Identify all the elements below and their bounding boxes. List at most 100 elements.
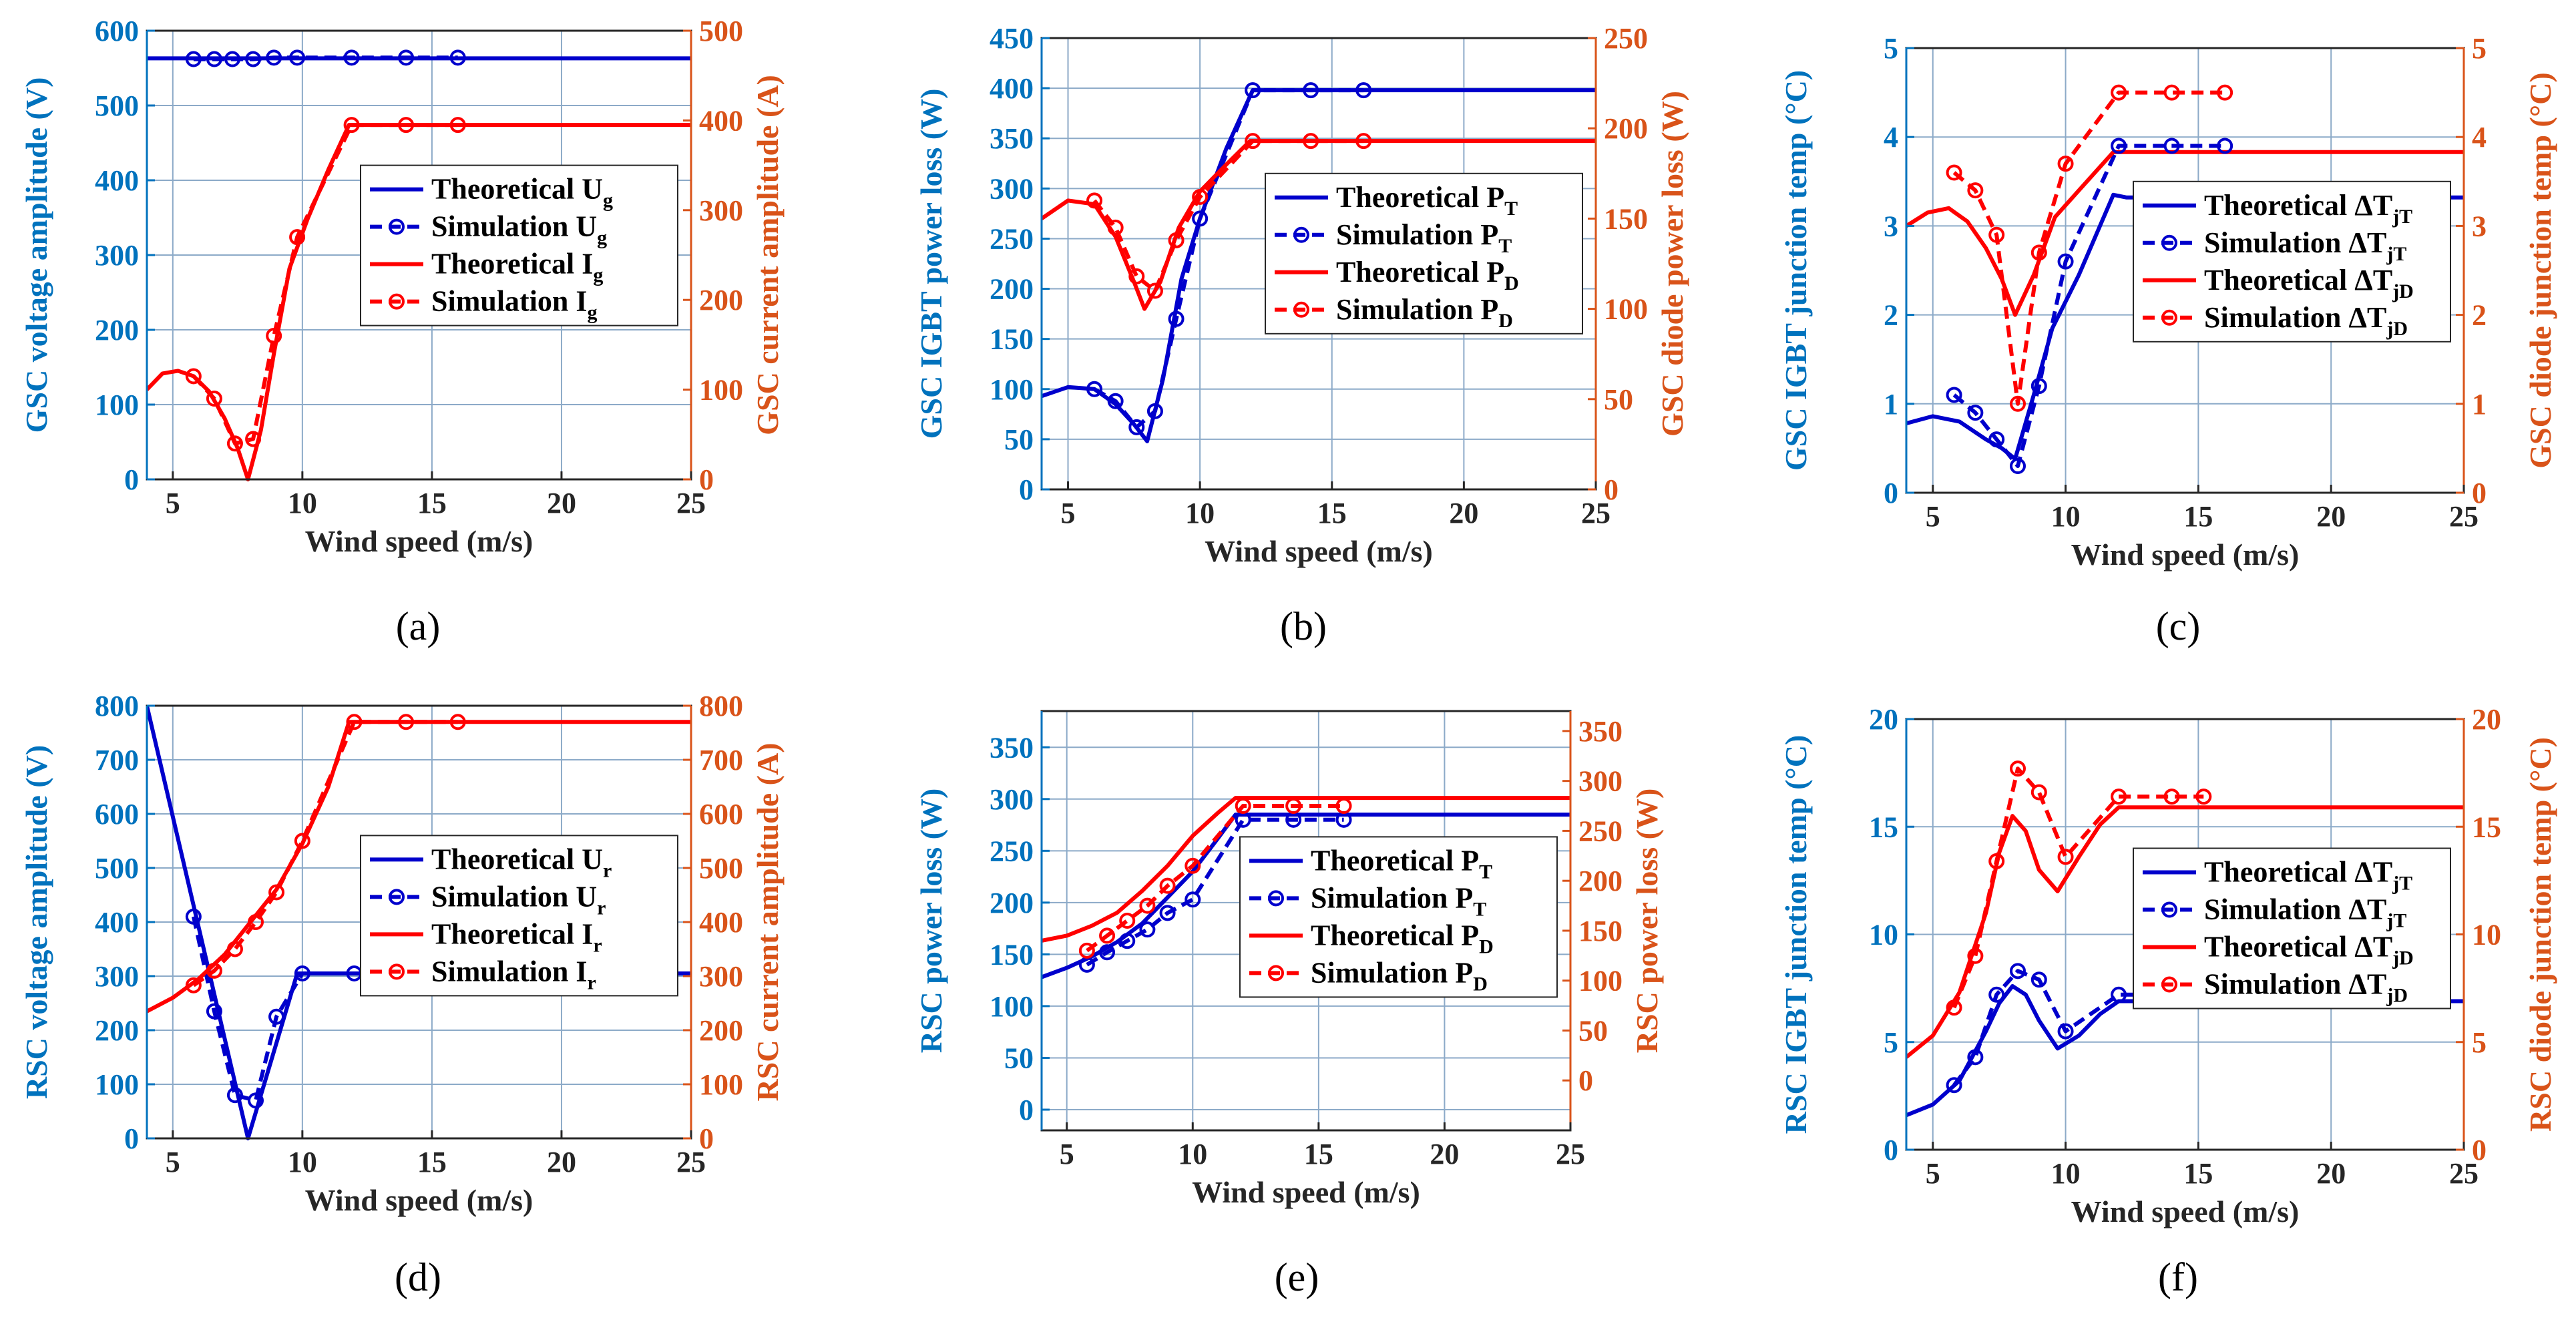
- y-right-tick-label: 0: [699, 1122, 714, 1155]
- data-point: [2057, 849, 2074, 865]
- legend-marker: [389, 963, 405, 980]
- y-left-tick-label: 450: [990, 22, 1034, 55]
- data-point: [268, 884, 285, 901]
- x-axis-label: Wind speed (m/s): [1192, 1175, 1420, 1209]
- data-point: [2111, 138, 2127, 154]
- data-point: [2111, 789, 2127, 805]
- y-right-tick-label: 700: [699, 744, 743, 776]
- legend-entry: Simulation PT: [1311, 881, 1486, 920]
- x-tick-label: 5: [166, 1146, 180, 1178]
- data-point: [2030, 378, 2047, 395]
- data-point: [398, 714, 415, 730]
- data-point: [1146, 282, 1163, 299]
- data-point: [343, 49, 360, 66]
- y-left-tick-label: 800: [95, 690, 139, 722]
- data-point: [1168, 310, 1185, 327]
- y-left-tick-label: 0: [124, 463, 139, 496]
- legend-entry: Simulation PT: [1336, 218, 1512, 257]
- y-right-tick-label: 400: [699, 906, 743, 939]
- y-right-tick-label: 5: [2472, 1026, 2487, 1059]
- x-tick-label: 10: [2051, 1157, 2081, 1190]
- data-point: [226, 941, 243, 957]
- chart-panel-5: 5 10 15 20 250501001502002503003500501001502…: [914, 710, 1664, 1299]
- y-left-tick-label: 4: [1884, 121, 1898, 154]
- y-right-tick-label: 0: [699, 463, 714, 496]
- y-right-tick-label: 10: [2472, 919, 2501, 951]
- data-point: [1146, 403, 1163, 419]
- data-point: [1946, 999, 1962, 1016]
- y-left-axis-label: GSC IGBT power loss (W): [914, 89, 948, 439]
- x-axis-label: Wind speed (m/s): [2071, 1194, 2300, 1229]
- y-right-tick-label: 200: [699, 284, 743, 316]
- x-tick-label: 10: [1178, 1138, 1207, 1170]
- legend-marker: [1293, 301, 1309, 318]
- data-point: [1078, 942, 1095, 959]
- data-point: [1107, 219, 1124, 236]
- legend-entry: Theoretical PT: [1336, 181, 1518, 220]
- series-line-theoretical-r: [147, 720, 691, 1014]
- y-left-axis-label: RSC power loss (W): [914, 789, 948, 1054]
- legend-entry: Theoretical Ug: [431, 173, 613, 212]
- data-point: [1988, 853, 2005, 869]
- y-left-tick-label: 600: [95, 798, 139, 831]
- data-point: [2010, 760, 2026, 777]
- x-axis-label: Wind speed (m/s): [305, 524, 533, 558]
- data-point: [289, 229, 306, 246]
- x-axis-label: Wind speed (m/s): [305, 1183, 533, 1217]
- x-tick-label: 5: [1926, 500, 1940, 533]
- x-tick-label: 15: [2183, 500, 2213, 533]
- data-point: [2030, 244, 2047, 261]
- data-point: [2057, 253, 2074, 270]
- data-point: [1235, 798, 1251, 815]
- y-left-tick-label: 300: [95, 239, 139, 272]
- data-point: [2217, 138, 2233, 154]
- data-point: [449, 117, 466, 134]
- y-right-axis-label: GSC diode power loss (W): [1655, 91, 1689, 437]
- legend-entry: Simulation ΔTjT: [2204, 226, 2406, 265]
- data-point: [1245, 133, 1261, 150]
- data-point: [2010, 458, 2026, 475]
- data-point: [2195, 789, 2212, 805]
- y-right-tick-label: 800: [699, 690, 743, 722]
- x-tick-label: 10: [288, 487, 317, 519]
- y-right-tick-label: 5: [2472, 32, 2487, 65]
- y-right-axis-label: GSC diode junction temp (°C): [2523, 72, 2557, 468]
- y-left-tick-label: 300: [95, 960, 139, 993]
- y-right-tick-label: 250: [1604, 22, 1648, 55]
- series-line-simulation-D: [1086, 804, 1344, 953]
- y-left-tick-label: 300: [990, 172, 1034, 205]
- y-right-tick-label: 350: [1578, 715, 1623, 748]
- y-left-tick-label: 100: [990, 373, 1034, 406]
- x-axis-label: Wind speed (m/s): [2071, 537, 2300, 572]
- data-point: [449, 49, 466, 66]
- legend-marker: [1268, 890, 1284, 907]
- y-left-tick-label: 350: [990, 731, 1034, 764]
- y-left-tick-label: 20: [1869, 703, 1898, 736]
- legend-entry: Simulation ΔTjD: [2204, 968, 2408, 1007]
- y-right-tick-label: 4: [2472, 121, 2487, 154]
- y-right-tick-label: 400: [699, 104, 743, 137]
- legend-entry: Simulation Ur: [431, 880, 606, 919]
- y-left-tick-label: 500: [95, 852, 139, 885]
- data-point: [1245, 82, 1261, 99]
- data-point: [266, 327, 282, 344]
- y-right-tick-label: 1: [2472, 388, 2487, 421]
- data-point: [1192, 188, 1209, 205]
- data-point: [206, 391, 222, 407]
- legend-entry: Theoretical Ig: [431, 248, 603, 286]
- data-point: [1159, 877, 1176, 894]
- y-left-tick-label: 200: [990, 887, 1034, 919]
- data-point: [245, 431, 262, 447]
- y-left-tick-label: 0: [124, 1122, 139, 1155]
- x-tick-label: 20: [2316, 500, 2346, 533]
- data-point: [1967, 1049, 1984, 1066]
- y-left-tick-label: 150: [990, 323, 1034, 356]
- y-right-tick-label: 150: [1604, 202, 1648, 235]
- data-point: [289, 49, 306, 66]
- data-point: [2030, 971, 2047, 988]
- legend-entry: Simulation PD: [1336, 293, 1513, 332]
- data-point: [226, 1087, 243, 1104]
